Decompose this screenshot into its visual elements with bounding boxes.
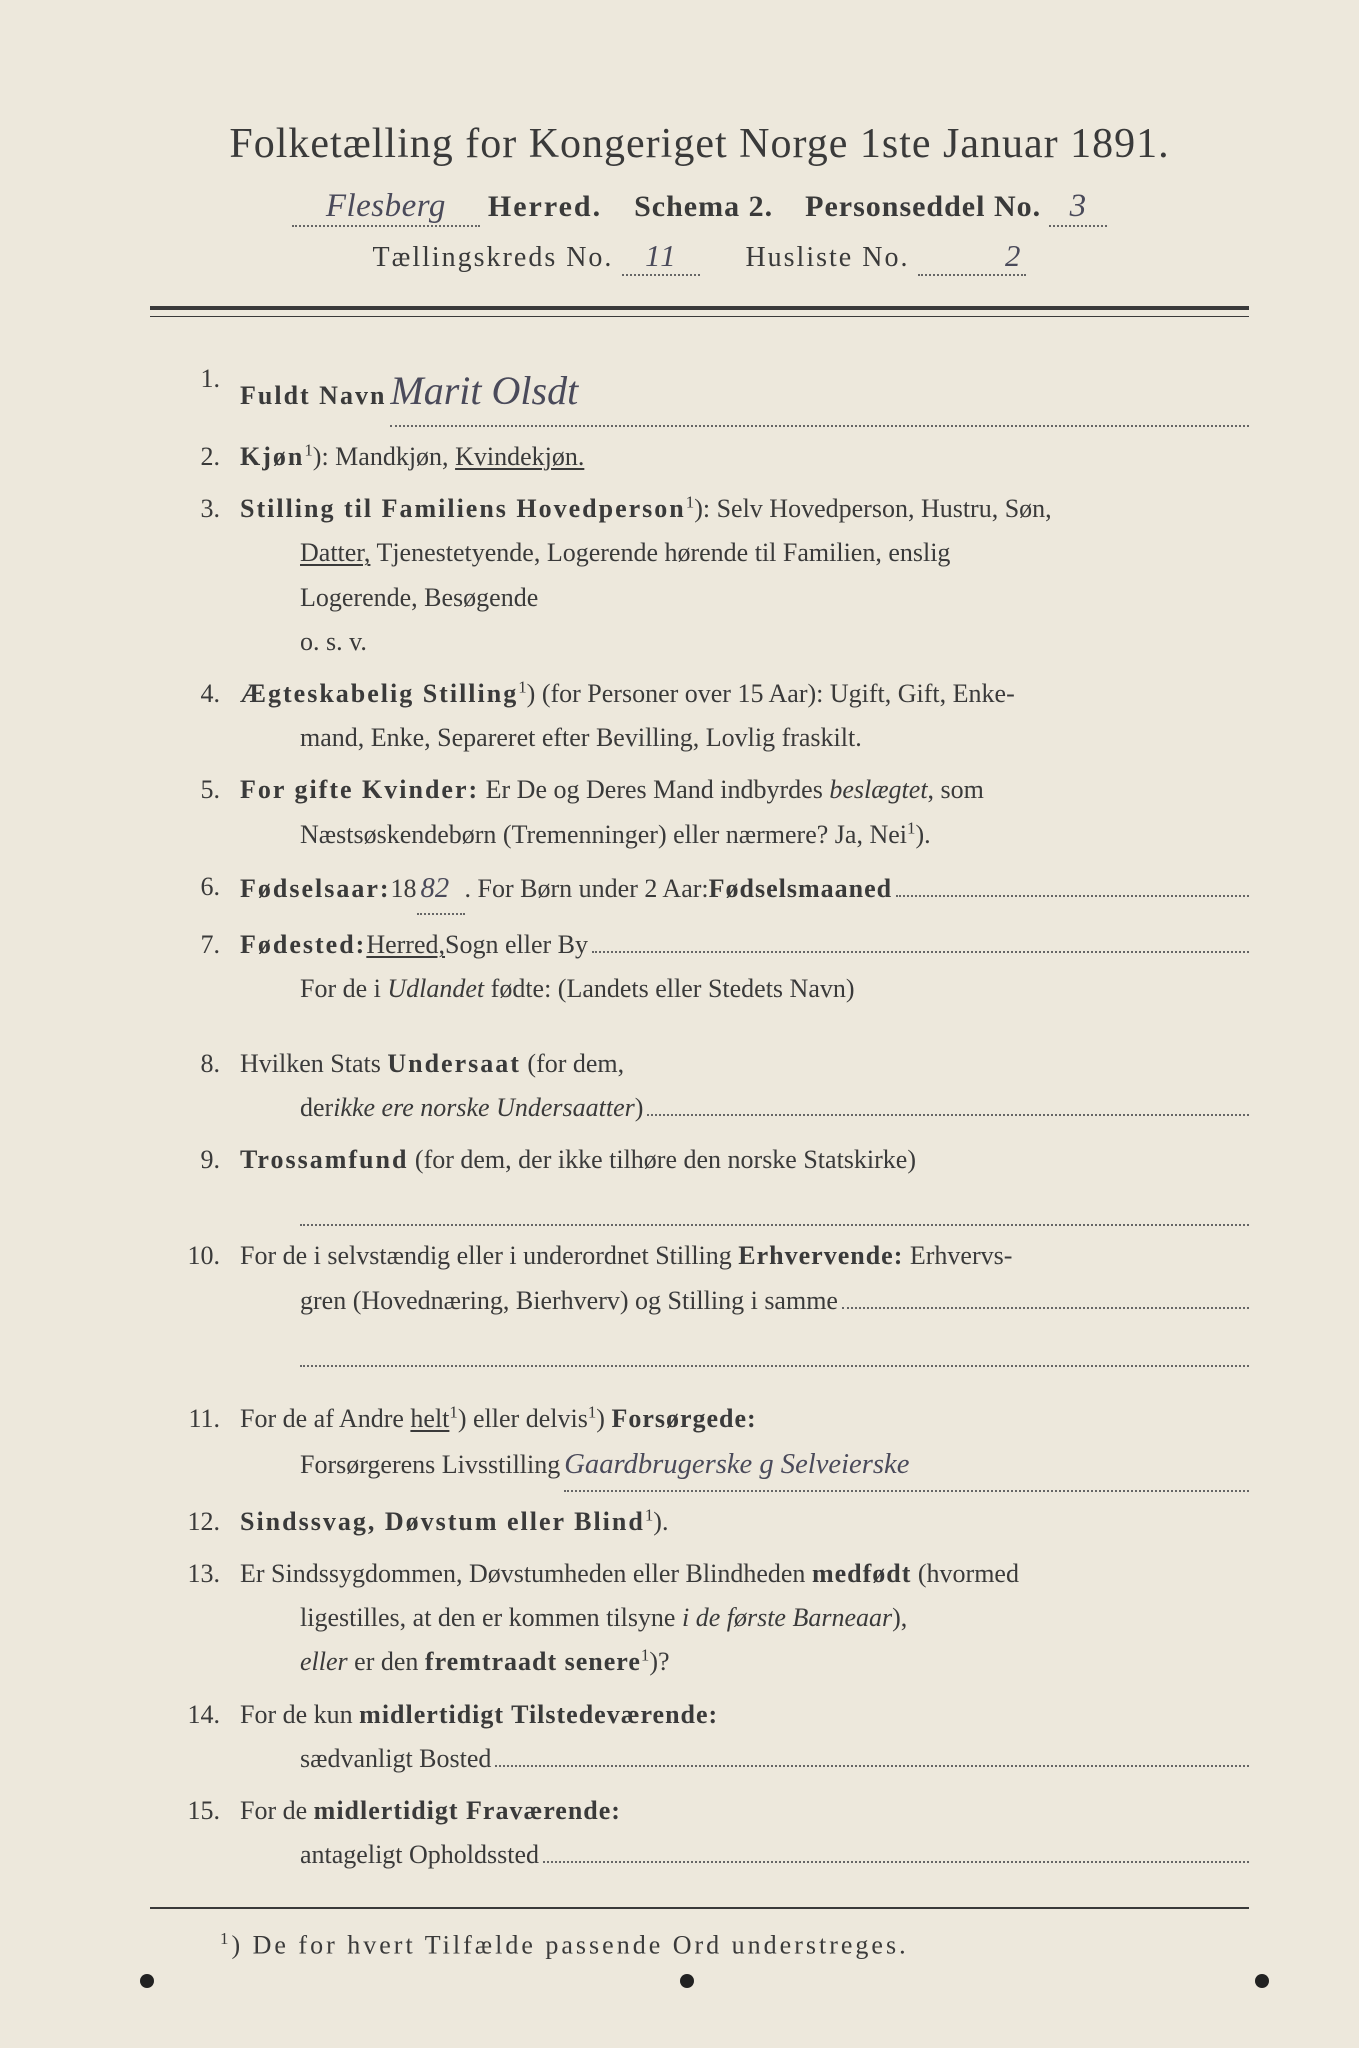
item-12: 12. Sindssvag, Døvstum eller Blind1). bbox=[150, 1500, 1249, 1544]
herred-value: Flesberg bbox=[292, 188, 480, 227]
item-4: 4. Ægteskabelig Stilling1) (for Personer… bbox=[150, 672, 1249, 760]
label: Erhvervende: bbox=[738, 1241, 903, 1270]
label: midlertidigt Fraværende: bbox=[314, 1796, 621, 1825]
item-num: 4. bbox=[150, 672, 240, 760]
personseddel-label: Personseddel No. bbox=[805, 190, 1041, 223]
main-title: Folketælling for Kongeriget Norge 1ste J… bbox=[150, 120, 1249, 168]
label: Sindssvag, Døvstum eller Blind bbox=[240, 1507, 645, 1536]
item-15: 15. For de midlertidigt Fraværende: anta… bbox=[150, 1789, 1249, 1877]
binding-hole-icon bbox=[680, 1974, 694, 1988]
label: Stilling til Familiens Hovedperson bbox=[240, 494, 686, 523]
husliste-label: Husliste No. bbox=[745, 242, 909, 273]
item-11: 11. For de af Andre helt1) eller delvis1… bbox=[150, 1397, 1249, 1492]
item-num: 1. bbox=[150, 357, 240, 427]
label: Kjøn bbox=[240, 442, 304, 471]
item-num: 8. bbox=[150, 1042, 240, 1130]
item-5: 5. For gifte Kvinder: Er De og Deres Man… bbox=[150, 768, 1249, 856]
form-items: 1. Fuldt Navn Marit Olsdt 2. Kjøn1): Man… bbox=[150, 357, 1249, 1877]
item-3: 3. Stilling til Familiens Hovedperson1):… bbox=[150, 487, 1249, 664]
item-2: 2. Kjøn1): Mandkjøn, Kvindekjøn. bbox=[150, 435, 1249, 479]
birth-month-field bbox=[896, 895, 1249, 897]
item-6: 6. Fødselsaar: 1882. For Børn under 2 Aa… bbox=[150, 865, 1249, 916]
name-value: Marit Olsdt bbox=[390, 357, 1249, 427]
item-14: 14. For de kun midlertidigt Tilstedevære… bbox=[150, 1693, 1249, 1781]
subtitle-line-1: Flesberg Herred. Schema 2. Personseddel … bbox=[150, 188, 1249, 227]
item-8: 8. Hvilken Stats Undersaat (for dem, der… bbox=[150, 1042, 1249, 1130]
husliste-value: 2 bbox=[918, 239, 1026, 276]
label: Ægteskabelig Stilling bbox=[240, 679, 518, 708]
kreds-value: 11 bbox=[622, 239, 700, 276]
selected-gender: Kvindekjøn. bbox=[455, 442, 584, 471]
item-7: 7. Fødested: Herred, Sogn eller By For d… bbox=[150, 923, 1249, 1011]
item-10: 10. For de i selvstændig eller i underor… bbox=[150, 1234, 1249, 1367]
item-num: 3. bbox=[150, 487, 240, 664]
provider-occupation: Gaardbrugerske g Selveierske bbox=[564, 1441, 1249, 1492]
label: Undersaat bbox=[387, 1049, 521, 1078]
item-num: 5. bbox=[150, 768, 240, 856]
label: Fødselsaar: bbox=[240, 867, 391, 911]
item-num: 15. bbox=[150, 1789, 240, 1877]
selected-relation: Datter, bbox=[300, 538, 370, 567]
birthplace-herred: Herred, bbox=[366, 923, 445, 967]
label: Fødested: bbox=[240, 923, 366, 967]
label: Fuldt Navn bbox=[240, 374, 386, 418]
label: midlertidigt Tilstedeværende: bbox=[359, 1700, 718, 1729]
form-header: Folketælling for Kongeriget Norge 1ste J… bbox=[150, 120, 1249, 276]
herred-label: Herred. bbox=[488, 190, 602, 223]
item-num: 11. bbox=[150, 1397, 240, 1492]
schema-label: Schema 2. bbox=[634, 190, 773, 223]
footnote-rule bbox=[150, 1907, 1249, 1909]
item-13: 13. Er Sindssygdommen, Døvstumheden elle… bbox=[150, 1552, 1249, 1685]
item-num: 14. bbox=[150, 1693, 240, 1781]
item-num: 13. bbox=[150, 1552, 240, 1685]
item-num: 7. bbox=[150, 923, 240, 1011]
binding-hole-icon bbox=[1255, 1974, 1269, 1988]
label: Forsørgede: bbox=[611, 1404, 756, 1433]
item-1: 1. Fuldt Navn Marit Olsdt bbox=[150, 357, 1249, 427]
item-num: 6. bbox=[150, 865, 240, 916]
birth-year: 82 bbox=[417, 865, 465, 916]
personseddel-value: 3 bbox=[1049, 188, 1107, 227]
item-9: 9. Trossamfund (for dem, der ikke tilhør… bbox=[150, 1138, 1249, 1226]
label: For gifte Kvinder: bbox=[240, 775, 479, 804]
kreds-label: Tællingskreds No. bbox=[373, 242, 614, 273]
binding-hole-icon bbox=[140, 1974, 154, 1988]
census-form-page: Folketælling for Kongeriget Norge 1ste J… bbox=[0, 0, 1359, 2048]
item-num: 12. bbox=[150, 1500, 240, 1544]
item-num: 2. bbox=[150, 435, 240, 479]
item-num: 9. bbox=[150, 1138, 240, 1226]
subtitle-line-2: Tællingskreds No. 11 Husliste No. 2 bbox=[150, 239, 1249, 276]
label: Trossamfund bbox=[240, 1145, 408, 1174]
footnote: 1) De for hvert Tilfælde passende Ord un… bbox=[150, 1929, 1249, 1961]
header-rule bbox=[150, 306, 1249, 317]
item-num: 10. bbox=[150, 1234, 240, 1367]
